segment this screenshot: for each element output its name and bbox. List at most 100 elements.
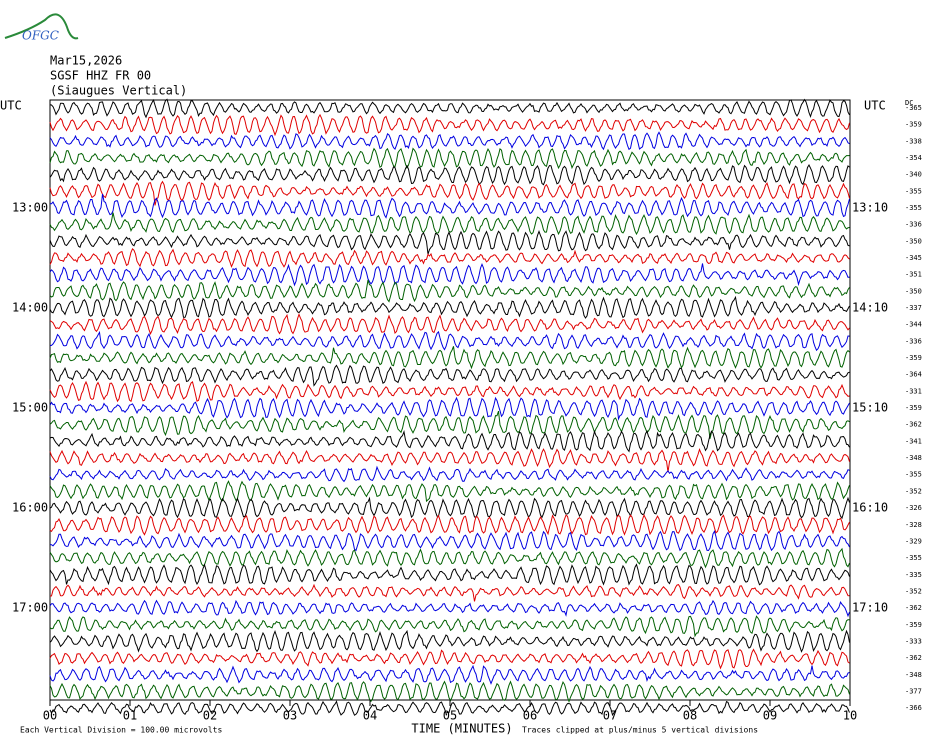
trace bbox=[49, 330, 850, 352]
right-time-label: 15:10 bbox=[852, 401, 888, 415]
dc-value: -365 bbox=[905, 104, 922, 112]
dc-value: -366 bbox=[905, 704, 922, 712]
dc-value: -359 bbox=[905, 404, 922, 412]
trace bbox=[49, 700, 850, 717]
trace bbox=[49, 629, 850, 653]
trace bbox=[49, 180, 850, 206]
dc-value: -350 bbox=[905, 287, 922, 295]
trace bbox=[49, 648, 850, 670]
dc-value: -359 bbox=[905, 621, 922, 629]
dc-value: -341 bbox=[905, 437, 922, 445]
left-time-label: 16:00 bbox=[12, 501, 48, 515]
right-time-label: 16:10 bbox=[852, 501, 888, 515]
left-time-label: 17:00 bbox=[12, 601, 48, 615]
trace bbox=[49, 680, 850, 704]
trace bbox=[49, 496, 850, 520]
dc-value: -359 bbox=[905, 121, 922, 129]
dc-value: -340 bbox=[905, 171, 922, 179]
x-tick-label: 04 bbox=[363, 709, 377, 723]
logo-text: OFGC bbox=[22, 29, 59, 43]
x-tick-label: 03 bbox=[283, 709, 297, 723]
trace bbox=[49, 664, 850, 685]
trace bbox=[49, 163, 850, 186]
x-tick-label: 07 bbox=[603, 709, 617, 723]
trace bbox=[49, 615, 850, 638]
plot-frame bbox=[49, 99, 851, 701]
trace bbox=[49, 262, 850, 287]
logo: OFGC bbox=[4, 13, 79, 43]
dc-value: -355 bbox=[905, 187, 922, 195]
dc-value: -351 bbox=[905, 271, 922, 279]
trace bbox=[49, 380, 850, 403]
x-tick-label: 08 bbox=[683, 709, 697, 723]
dc-value: -362 bbox=[905, 654, 922, 662]
trace bbox=[49, 429, 850, 453]
date: Mar15,2026 bbox=[50, 54, 122, 68]
dc-value: -377 bbox=[905, 687, 922, 695]
x-tick-label: 09 bbox=[763, 709, 777, 723]
trace bbox=[49, 513, 850, 536]
trace bbox=[49, 312, 850, 335]
trace bbox=[49, 229, 850, 255]
trace bbox=[49, 113, 850, 137]
left-time-label: 13:00 bbox=[12, 201, 48, 215]
right-time-label: 14:10 bbox=[852, 301, 888, 315]
right-axis-title: UTC bbox=[864, 99, 886, 113]
dc-value: -364 bbox=[905, 371, 922, 379]
dc-value: -345 bbox=[905, 254, 922, 262]
trace bbox=[49, 465, 850, 483]
left-axis-title: UTC bbox=[0, 99, 22, 113]
dc-value: -350 bbox=[905, 237, 922, 245]
scale-note: Each Vertical Division = 100.00 microvol… bbox=[20, 726, 222, 735]
trace bbox=[49, 563, 850, 586]
dc-value: -359 bbox=[905, 354, 922, 362]
dc-value: -337 bbox=[905, 304, 922, 312]
dc-value: -333 bbox=[905, 637, 922, 645]
trace bbox=[49, 212, 850, 236]
dc-value: -335 bbox=[905, 571, 922, 579]
dc-value: -355 bbox=[905, 471, 922, 479]
right-time-label: 13:10 bbox=[852, 201, 888, 215]
left-time-label: 14:00 bbox=[12, 301, 48, 315]
trace bbox=[49, 279, 850, 303]
trace bbox=[49, 410, 850, 439]
trace bbox=[49, 547, 850, 569]
dc-value: -355 bbox=[905, 554, 922, 562]
logo-curve bbox=[4, 13, 79, 40]
dc-value: -336 bbox=[905, 221, 922, 229]
dc-value: -331 bbox=[905, 387, 922, 395]
dc-title: DC bbox=[905, 99, 913, 107]
left-time-label: 15:00 bbox=[12, 401, 48, 415]
station: SGSF HHZ FR 00 bbox=[50, 69, 151, 83]
trace bbox=[49, 346, 850, 370]
dc-value: -336 bbox=[905, 337, 922, 345]
trace bbox=[49, 599, 850, 618]
trace bbox=[49, 98, 850, 119]
dc-value: -338 bbox=[905, 137, 922, 145]
dc-value: -355 bbox=[905, 204, 922, 212]
dc-value: -329 bbox=[905, 537, 922, 545]
x-tick-label: 10 bbox=[843, 709, 857, 723]
trace bbox=[49, 131, 850, 151]
dc-value: -348 bbox=[905, 454, 922, 462]
trace bbox=[49, 480, 850, 503]
dc-value: -354 bbox=[905, 154, 922, 162]
x-tick-label: 01 bbox=[123, 709, 137, 723]
x-tick-label: 02 bbox=[203, 709, 217, 723]
dc-value: -326 bbox=[905, 504, 922, 512]
trace bbox=[49, 583, 850, 602]
trace bbox=[49, 364, 850, 387]
dc-value: -352 bbox=[905, 587, 922, 595]
trace bbox=[49, 248, 850, 268]
x-tick-label: 00 bbox=[43, 709, 57, 723]
traces bbox=[49, 98, 850, 717]
trace bbox=[49, 530, 850, 552]
dc-value: -362 bbox=[905, 421, 922, 429]
x-axis-title: TIME (MINUTES) bbox=[411, 722, 512, 736]
clip-note: Traces clipped at plus/minus 5 vertical … bbox=[522, 726, 758, 735]
trace bbox=[50, 193, 850, 219]
location: (Siaugues Vertical) bbox=[50, 84, 187, 98]
trace bbox=[49, 396, 850, 421]
trace bbox=[49, 448, 850, 473]
